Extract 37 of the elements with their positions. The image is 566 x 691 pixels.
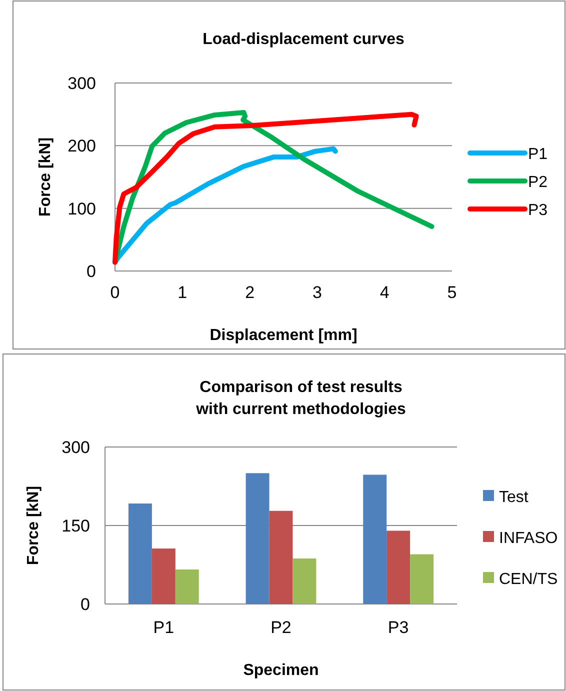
legend-label: P3 xyxy=(528,202,548,219)
x-tick-label: P2 xyxy=(270,618,292,637)
x-tick-label: 2 xyxy=(245,283,255,302)
x-tick-label: 5 xyxy=(447,283,457,302)
legend-label: INFASO xyxy=(499,530,558,547)
bar xyxy=(175,569,199,604)
x-tick-label: 0 xyxy=(110,283,120,302)
bar xyxy=(410,554,434,604)
x-axis-title: Specimen xyxy=(243,662,319,679)
y-axis-title: Force [kN] xyxy=(25,486,42,566)
y-tick-label: 100 xyxy=(68,199,96,218)
x-tick-label: 4 xyxy=(380,283,390,302)
x-tick-label: P3 xyxy=(388,618,409,637)
legend-label: CEN/TS xyxy=(499,571,558,588)
y-tick-label: 0 xyxy=(86,262,96,281)
y-tick-label: 300 xyxy=(68,74,96,93)
legend-label: P1 xyxy=(528,146,548,163)
bar xyxy=(386,530,410,604)
bar xyxy=(246,473,270,604)
bar xyxy=(128,504,152,604)
bar xyxy=(152,548,176,604)
chart-title: Load-displacement curves xyxy=(202,31,405,48)
y-tick-label: 0 xyxy=(80,595,90,614)
y-tick-label: 150 xyxy=(62,516,90,536)
x-tick-label: 3 xyxy=(312,283,322,302)
x-axis-title: Displacement [mm] xyxy=(210,327,358,344)
legend-label: P2 xyxy=(528,174,548,191)
y-tick-label: 200 xyxy=(68,136,96,156)
bar xyxy=(269,510,293,604)
x-tick-label: P1 xyxy=(153,618,174,637)
bar xyxy=(292,558,316,604)
y-axis-title: Force [kN] xyxy=(37,137,54,217)
x-tick-label: 1 xyxy=(178,283,188,302)
legend-label: Test xyxy=(499,489,529,506)
chart-title: Comparison of test results with current methodologies xyxy=(195,379,406,418)
y-tick-label: 300 xyxy=(62,438,90,457)
bar xyxy=(363,474,387,604)
